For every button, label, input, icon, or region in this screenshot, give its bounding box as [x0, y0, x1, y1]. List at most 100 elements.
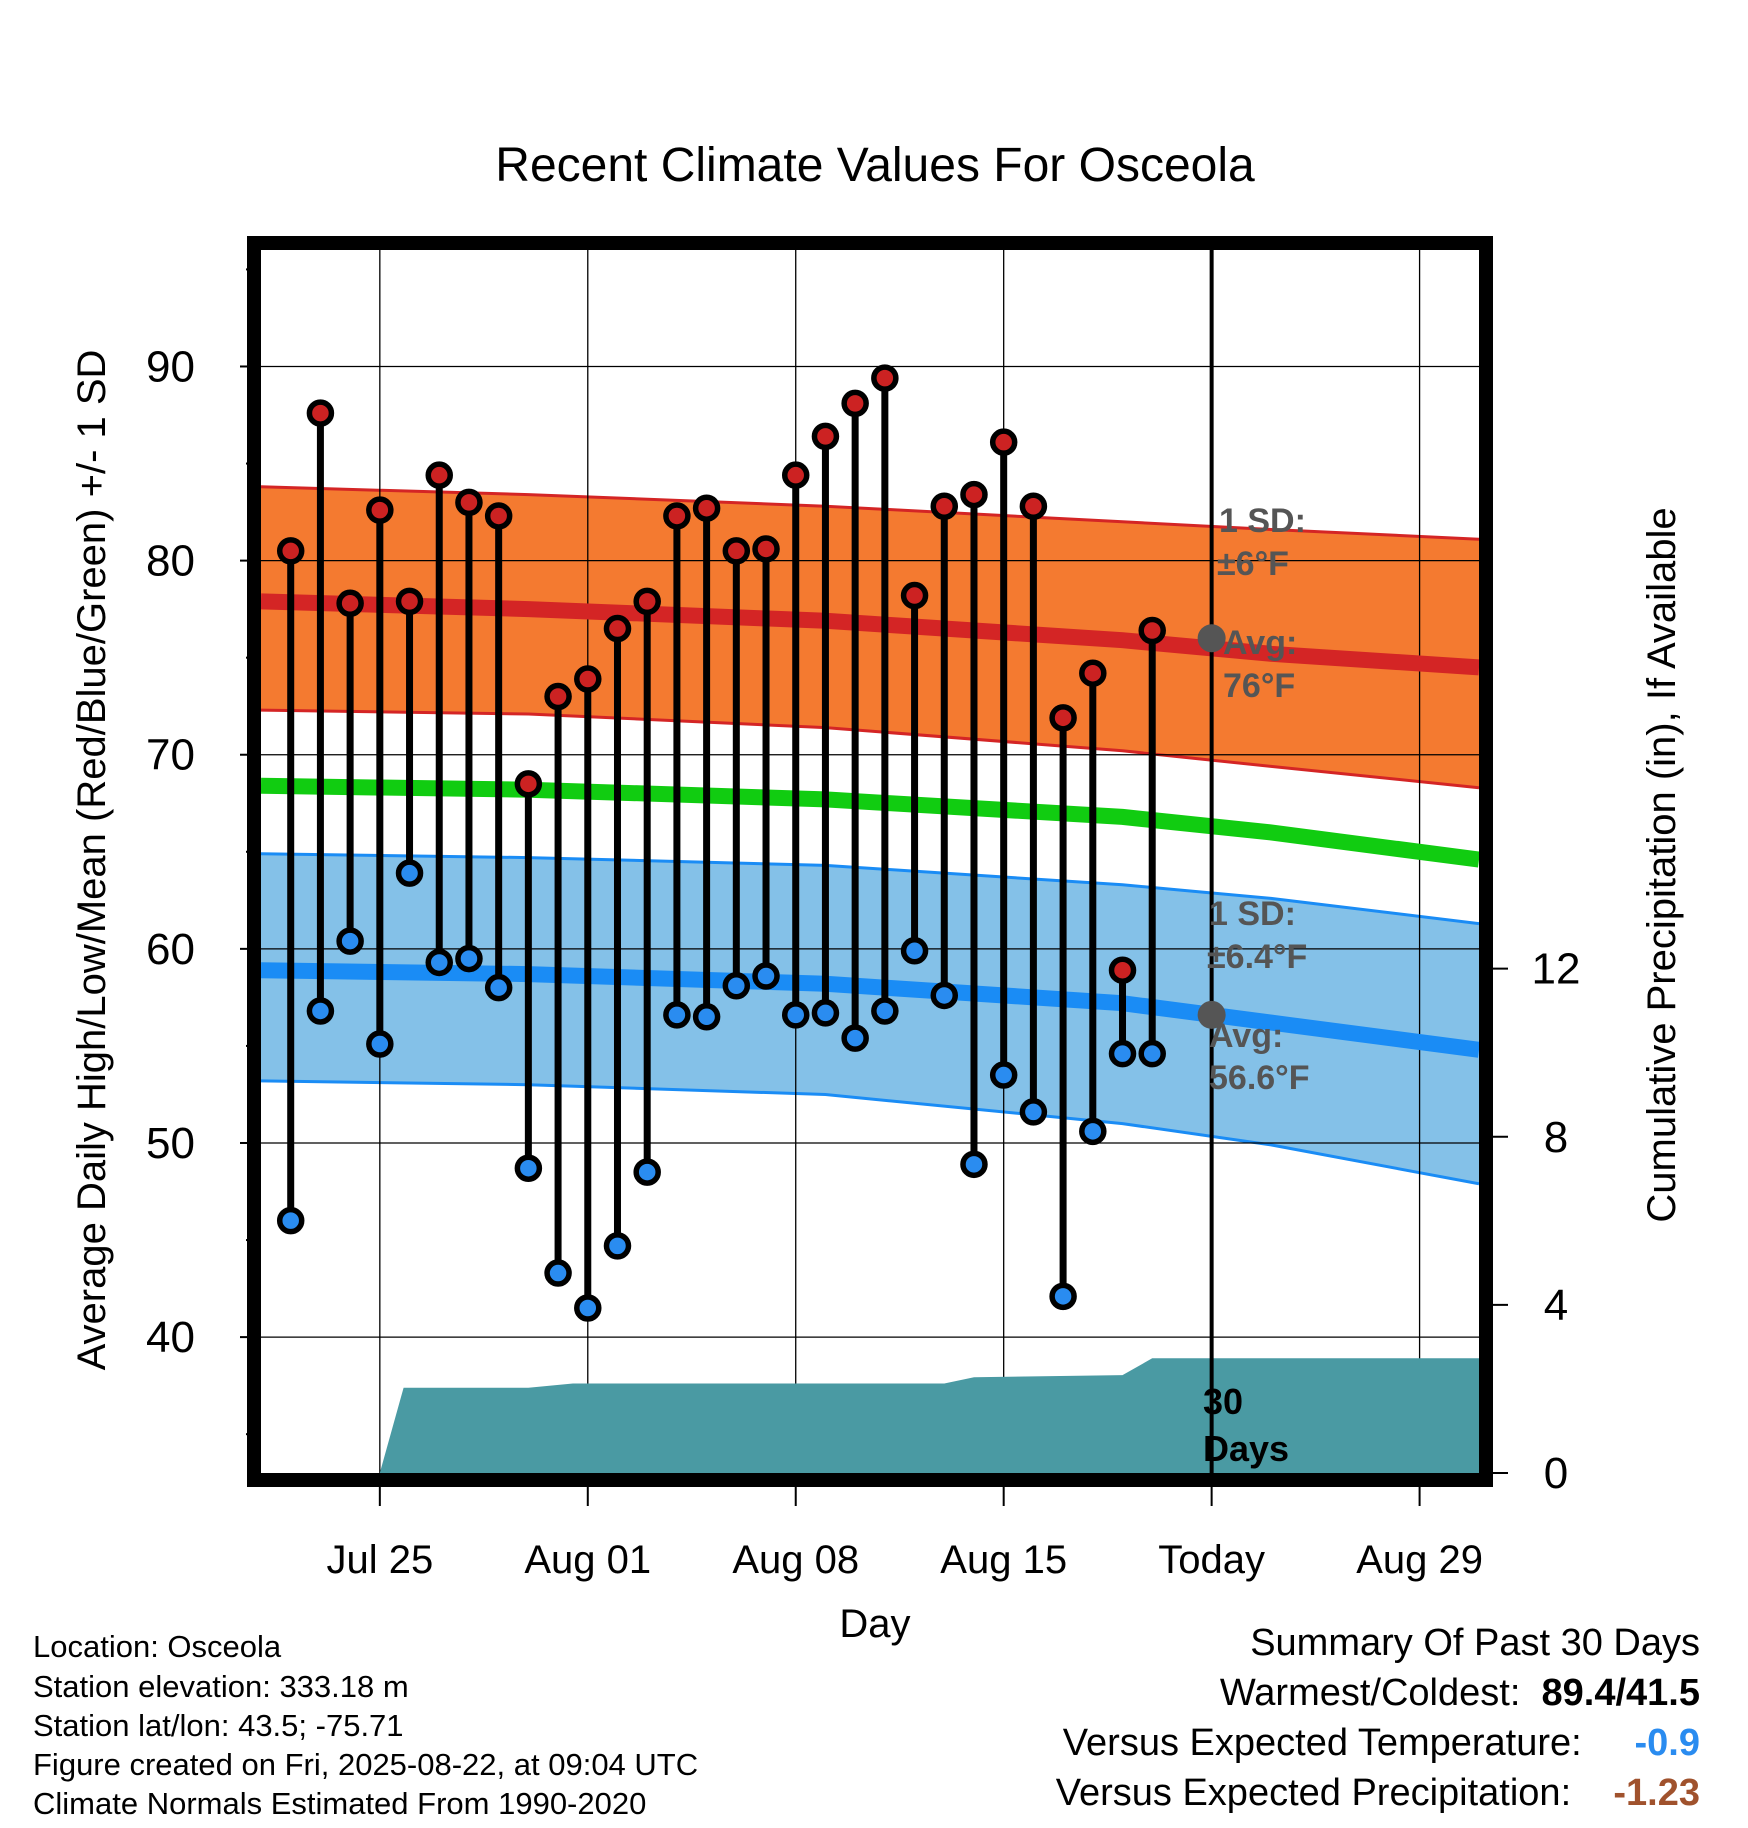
low-point — [930, 981, 959, 1010]
mean-line — [261, 777, 1479, 868]
high-point — [544, 682, 572, 711]
high-point — [455, 488, 483, 517]
low-point — [574, 1294, 602, 1322]
y-tick-label-right: 8 — [1544, 1113, 1568, 1162]
y-tick-label-left: 50 — [146, 1119, 195, 1168]
high-point — [1108, 956, 1137, 984]
high-point — [514, 770, 543, 798]
temp-label: Versus Expected Temperature: — [1062, 1722, 1582, 1764]
low-point — [811, 999, 840, 1027]
y-tick-label-left: 80 — [146, 537, 195, 586]
low-point — [960, 1150, 988, 1179]
summary-precip: Versus Expected Precipitation: -1.23 — [1056, 1772, 1700, 1815]
high-point — [276, 537, 305, 565]
x-tick-label: Today — [1158, 1538, 1265, 1582]
high-sd-label: 1 SD: — [1219, 502, 1306, 540]
high-point — [425, 461, 453, 489]
low-sd-band — [261, 853, 1479, 1184]
today-label-unit: Days — [1203, 1428, 1289, 1469]
low-point — [395, 859, 424, 887]
high-sd-band — [261, 486, 1479, 788]
temp-value: -0.9 — [1634, 1722, 1700, 1764]
high-point — [1049, 704, 1077, 732]
low-point — [1079, 1117, 1107, 1146]
x-tick-label: Aug 08 — [732, 1538, 859, 1582]
low-point — [455, 944, 483, 973]
summary-warmest: Warmest/Coldest: 89.4/41.5 — [1220, 1672, 1700, 1715]
low-point — [484, 973, 513, 1002]
precip-value: -1.23 — [1613, 1772, 1700, 1814]
low-point — [900, 937, 929, 965]
elevation-text: Station elevation: 333.18 m — [33, 1669, 409, 1704]
high-point — [366, 496, 394, 524]
high-point — [871, 364, 899, 392]
precip-label: Versus Expected Precipitation: — [1055, 1772, 1572, 1814]
high-point — [752, 535, 780, 563]
x-tick-label: Aug 01 — [524, 1538, 651, 1582]
plot-inner — [261, 250, 1479, 1473]
y-tick-label-left: 40 — [146, 1313, 195, 1362]
summary-title: Summary Of Past 30 Days — [1250, 1622, 1700, 1664]
summary-temp: Versus Expected Temperature: -0.9 — [1063, 1722, 1700, 1765]
low-point — [989, 1061, 1018, 1089]
location-text: Location: Osceola — [33, 1629, 282, 1664]
high-avg-label: Avg: — [1223, 624, 1297, 662]
high-point — [574, 665, 602, 693]
low-sd-label: 1 SD: — [1209, 895, 1296, 933]
low-point — [663, 1001, 691, 1029]
high-point — [484, 502, 513, 530]
low-point — [276, 1206, 305, 1235]
low-point — [366, 1030, 394, 1058]
y-tick-label-left: 70 — [146, 731, 195, 780]
low-point — [514, 1154, 543, 1182]
high-point — [841, 389, 869, 418]
today-high-avg-marker — [1197, 624, 1226, 653]
high-point — [663, 502, 691, 530]
plot-area: 1 SD: ±6°F Avg: 76°F 1 SD: ±6.4°F Avg: 56.6°F 30… — [146, 236, 1580, 1582]
high-point — [1138, 616, 1166, 645]
low-point — [781, 1001, 810, 1029]
y-tick-label-right: 4 — [1544, 1281, 1568, 1330]
today-label-number: 30 — [1203, 1381, 1243, 1422]
low-point — [692, 1003, 721, 1031]
today-low-avg-marker — [1197, 1000, 1226, 1029]
high-point — [1019, 492, 1048, 520]
high-avg-value: 76°F — [1223, 667, 1295, 705]
low-point — [1108, 1039, 1137, 1068]
high-point — [811, 422, 840, 451]
x-tick-label: Aug 29 — [1356, 1538, 1483, 1582]
high-point — [336, 589, 364, 618]
plot-frame — [247, 236, 1493, 1487]
high-point — [395, 587, 424, 616]
high-point — [960, 480, 988, 509]
low-point — [336, 927, 364, 955]
high-point — [1079, 659, 1107, 687]
low-point — [633, 1158, 661, 1186]
high-point — [692, 494, 721, 522]
y-axis-label-left: Average Daily High/Low/Mean (Red/Blue/Gr… — [70, 350, 114, 1371]
low-point — [752, 962, 780, 990]
latlon-text: Station lat/lon: 43.5; -75.71 — [33, 1708, 404, 1743]
low-point — [1019, 1098, 1048, 1126]
high-point — [603, 614, 632, 643]
x-tick-label: Jul 25 — [326, 1538, 433, 1582]
warmest-label: Warmest/Coldest: — [1219, 1672, 1521, 1714]
y-axis-label-right: Cumulative Precipitation (in), If Availa… — [1640, 507, 1684, 1222]
y-tick-label-left: 90 — [146, 342, 195, 391]
high-point — [633, 587, 661, 616]
high-point — [989, 428, 1018, 456]
low-avg-label: Avg: — [1209, 1017, 1283, 1055]
low-sd-value: ±6.4°F — [1207, 938, 1307, 976]
low-point — [841, 1024, 869, 1052]
low-point — [306, 997, 335, 1025]
y-tick-label-left: 60 — [146, 925, 195, 974]
low-point — [1138, 1039, 1166, 1068]
created-text: Figure created on Fri, 2025-08-22, at 09… — [33, 1747, 699, 1782]
high-point — [781, 461, 810, 489]
precip-area — [379, 1358, 1479, 1473]
high-point — [722, 537, 751, 565]
high-point — [900, 581, 929, 610]
high-sd-value: ±6°F — [1217, 545, 1289, 583]
low-point — [722, 971, 751, 1000]
